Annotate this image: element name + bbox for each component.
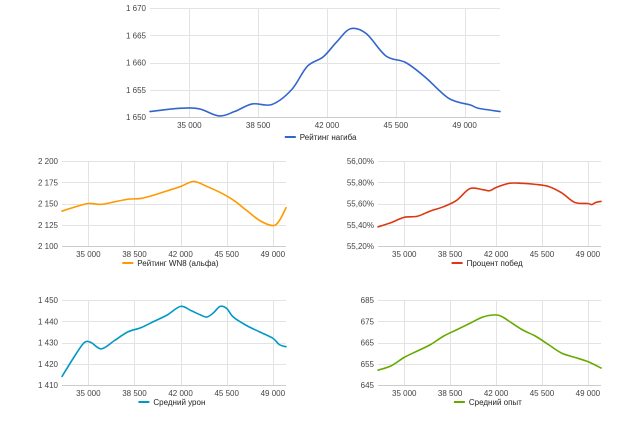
x-tick-label: 35 000 <box>76 250 101 259</box>
legend-label: Процент побед <box>467 259 523 268</box>
x-tick-label: 49 000 <box>452 121 477 130</box>
y-tick-label: 1 655 <box>126 86 147 95</box>
x-tick-label: 45 500 <box>530 250 555 259</box>
y-tick-label: 55,60% <box>347 200 374 209</box>
series-line <box>377 182 602 228</box>
x-tick-label: 42 000 <box>168 250 193 259</box>
x-tick-label: 42 000 <box>168 389 193 398</box>
y-tick-label: 655 <box>361 360 375 369</box>
x-tick-label: 49 000 <box>576 389 601 398</box>
y-tick-label: 1 665 <box>126 31 147 40</box>
x-tick-label: 45 500 <box>384 121 409 130</box>
series-line <box>377 314 602 371</box>
y-tick-label: 1 420 <box>38 360 59 369</box>
series-line <box>149 27 501 117</box>
x-tick-label: 38 500 <box>122 250 147 259</box>
series-line <box>61 305 287 378</box>
x-tick-label: 42 000 <box>315 121 340 130</box>
y-tick-label: 1 430 <box>38 339 59 348</box>
y-tick-label: 2 175 <box>38 178 59 187</box>
legend-label: Средний урон <box>153 398 205 407</box>
y-tick-label: 2 100 <box>38 242 59 251</box>
chart-5: 645 655 665 675 685 35 000 38 500 42 000 45 500 4… <box>361 296 602 407</box>
x-tick-label: 49 000 <box>576 250 601 259</box>
y-tick-label: 675 <box>361 317 375 326</box>
y-tick-label: 1 440 <box>38 317 59 326</box>
y-tick-label: 685 <box>361 296 375 305</box>
x-tick-label: 35 000 <box>392 389 417 398</box>
y-tick-label: 2 150 <box>38 200 59 209</box>
chart-3: 55,20% 55,40% 55,60% 55,80% 56,00% 35 000 38 5… <box>347 157 602 268</box>
y-tick-label: 2 125 <box>38 221 59 230</box>
legend-label: Рейтинг WN8 (альфа) <box>137 259 219 268</box>
series-line <box>61 180 287 227</box>
x-tick-label: 38 500 <box>122 389 147 398</box>
legend-label: Рейтинг нагиба <box>300 133 357 142</box>
chart-1: 1 650 1 655 1 660 1 665 1 670 35 000 38 500 42 … <box>126 4 501 142</box>
y-tick-label: 2 200 <box>38 157 59 166</box>
x-tick-label: 38 500 <box>438 389 463 398</box>
y-tick-label: 55,40% <box>347 221 374 230</box>
chart-2: 2 100 2 125 2 150 2 175 2 200 35 000 38 500 42 … <box>38 157 287 268</box>
x-tick-label: 35 000 <box>392 250 417 259</box>
y-tick-label: 1 650 <box>126 113 147 122</box>
y-tick-label: 1 410 <box>38 381 59 390</box>
x-tick-label: 35 000 <box>76 389 101 398</box>
chart-4: 1 410 1 420 1 430 1 440 1 450 35 000 38 500 42 … <box>38 296 287 407</box>
x-tick-label: 49 000 <box>261 389 286 398</box>
y-tick-label: 55,80% <box>347 178 374 187</box>
x-tick-label: 45 500 <box>530 389 555 398</box>
y-tick-label: 1 660 <box>126 59 147 68</box>
y-tick-label: 55,20% <box>347 242 374 251</box>
x-tick-label: 49 000 <box>261 250 286 259</box>
y-tick-label: 665 <box>361 339 375 348</box>
x-tick-label: 45 500 <box>214 389 239 398</box>
legend-label: Средний опыт <box>469 398 522 407</box>
x-tick-label: 45 500 <box>214 250 239 259</box>
x-tick-label: 38 500 <box>246 121 271 130</box>
x-tick-label: 42 000 <box>484 250 509 259</box>
y-tick-label: 645 <box>361 381 375 390</box>
y-tick-label: 1 450 <box>38 296 59 305</box>
y-tick-label: 56,00% <box>347 157 374 166</box>
x-tick-label: 38 500 <box>438 250 463 259</box>
y-tick-label: 1 670 <box>126 4 147 13</box>
x-tick-label: 42 000 <box>484 389 509 398</box>
x-tick-label: 35 000 <box>177 121 202 130</box>
